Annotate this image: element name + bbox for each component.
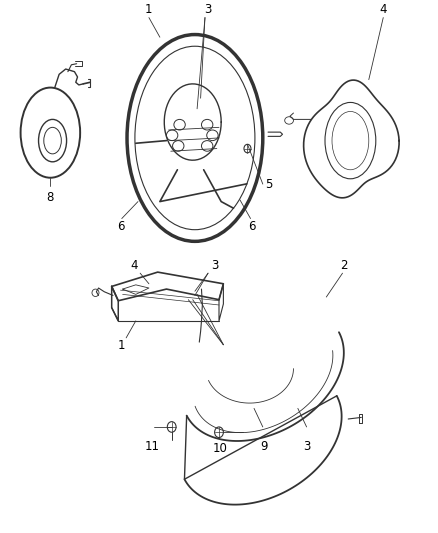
- Text: 3: 3: [303, 440, 310, 453]
- Text: 8: 8: [47, 191, 54, 204]
- Text: 1: 1: [145, 3, 153, 16]
- Text: 10: 10: [213, 442, 228, 455]
- Text: 2: 2: [340, 259, 348, 272]
- Text: 1: 1: [117, 339, 125, 352]
- Text: 4: 4: [131, 259, 138, 272]
- Text: 3: 3: [205, 3, 212, 16]
- Text: 9: 9: [260, 440, 268, 453]
- Text: 3: 3: [211, 259, 218, 272]
- Text: 6: 6: [117, 220, 124, 233]
- Text: 5: 5: [265, 177, 272, 191]
- Text: 4: 4: [379, 3, 387, 16]
- Text: 6: 6: [248, 220, 256, 233]
- Text: 11: 11: [145, 440, 160, 453]
